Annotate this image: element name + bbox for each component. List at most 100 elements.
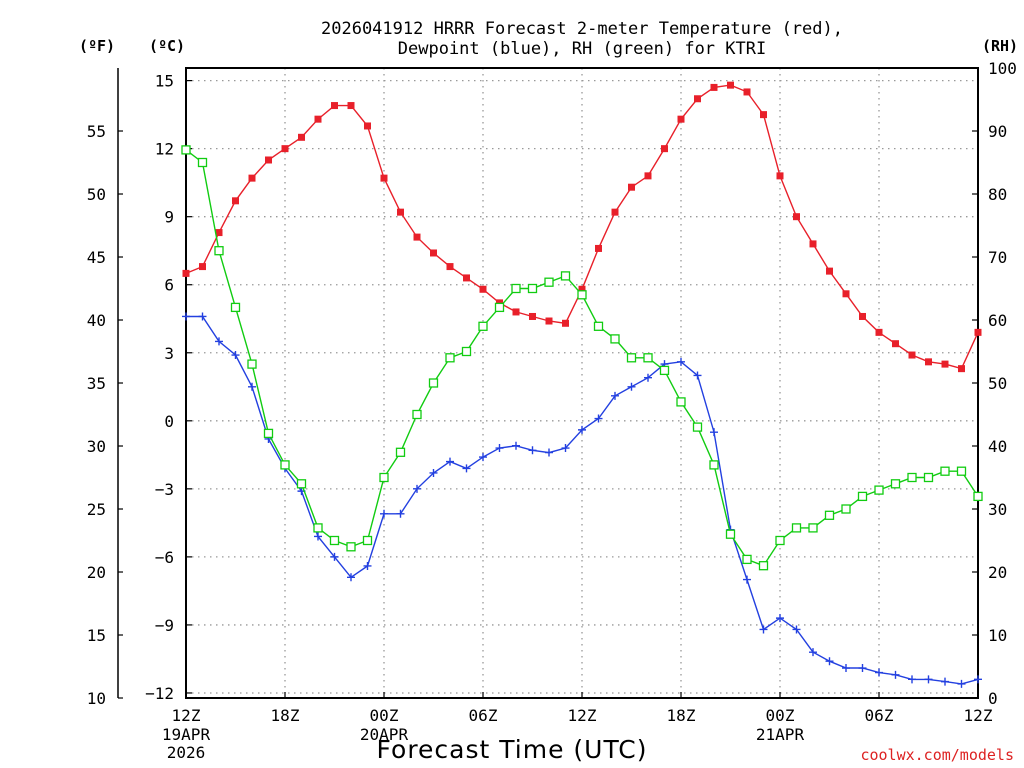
rh-point — [940, 466, 950, 476]
temperature-point — [446, 263, 454, 271]
temperature-point — [364, 122, 371, 130]
dewpoint-point — [594, 414, 603, 423]
temperature-point — [182, 269, 190, 277]
celsius-tick-label: −12 — [145, 684, 174, 703]
temperature-point — [974, 328, 982, 336]
rh-point — [247, 359, 257, 369]
fahrenheit-tick-label: 10 — [87, 689, 106, 708]
celsius-tick-label: −6 — [155, 548, 174, 567]
dewpoint-point — [347, 573, 355, 582]
rh-tick-label: 20 — [988, 563, 1007, 582]
rh-point — [395, 447, 406, 457]
dewpoint-point — [693, 371, 702, 380]
fahrenheit-tick-label: 25 — [87, 500, 106, 519]
temperature-point — [232, 197, 239, 205]
temperature-point — [314, 115, 322, 123]
rh-tick-label: 30 — [988, 500, 1007, 519]
dewpoint-point — [198, 312, 207, 321]
dewpoint-point — [528, 446, 537, 455]
temperature-point — [347, 102, 355, 110]
rh-point — [494, 302, 505, 313]
credit-link[interactable]: coolwx.com/models — [860, 746, 1014, 764]
dewpoint-point — [363, 561, 372, 570]
x-tick-label: 00Z — [370, 706, 399, 725]
fahrenheit-tick-label: 15 — [87, 626, 106, 645]
temperature-point — [661, 145, 668, 153]
dewpoint-point — [776, 614, 784, 623]
x-tick-label: 12Z — [964, 706, 993, 725]
rh-point — [313, 523, 323, 533]
dewpoint-point — [231, 351, 240, 360]
rh-point — [263, 428, 274, 439]
temperature-point — [595, 244, 602, 252]
dewpoint-point — [396, 509, 405, 518]
fahrenheit-tick-label: 45 — [87, 248, 106, 267]
x-tick-label: 18Z — [667, 706, 696, 725]
rh-point — [973, 491, 983, 502]
dewpoint-point — [941, 677, 949, 686]
temperature-point — [215, 229, 223, 237]
series-2 — [181, 145, 983, 571]
temperature-point — [694, 95, 701, 103]
temperature-point — [479, 285, 487, 293]
rh-point — [346, 542, 356, 552]
dewpoint-point — [875, 668, 883, 677]
x-tick-date: 19APR — [162, 725, 211, 744]
temperature-point — [842, 290, 850, 298]
rh-tick-label: 40 — [988, 437, 1007, 456]
rh-point — [791, 523, 802, 533]
temperature-point — [380, 174, 388, 182]
temperature-point — [826, 267, 833, 275]
temperature-point — [265, 156, 272, 164]
x-tick-label: 00Z — [766, 706, 795, 725]
fahrenheit-tick-label: 55 — [87, 122, 106, 141]
dewpoint-point — [974, 675, 982, 684]
rh-tick-label: 70 — [988, 248, 1007, 267]
rh-point — [857, 491, 868, 502]
temperature-point — [760, 111, 767, 119]
celsius-tick-label: 9 — [164, 208, 174, 227]
x-tick-label: 18Z — [271, 706, 300, 725]
dewpoint-point — [809, 648, 817, 657]
rh-point — [577, 290, 587, 300]
dewpoint-point — [842, 664, 850, 673]
temperature-point — [809, 240, 817, 248]
dewpoint-point — [413, 484, 421, 493]
dewpoint-point — [924, 675, 933, 684]
rh-point — [461, 346, 472, 357]
rh-tick-label: 80 — [988, 185, 1007, 204]
series-1 — [182, 312, 982, 688]
temperature-point — [793, 213, 800, 221]
celsius-tick-label: 6 — [164, 276, 174, 295]
dewpoint-point — [611, 391, 619, 400]
dewpoint-point — [578, 425, 586, 434]
rh-point — [890, 479, 901, 489]
dewpoint-point — [479, 453, 487, 462]
rh-point — [824, 510, 835, 520]
dewpoint-point — [429, 468, 438, 477]
data-series — [181, 81, 983, 688]
rh-tick-label: 60 — [988, 311, 1007, 330]
celsius-tick-label: −3 — [155, 480, 174, 499]
celsius-tick-label: 0 — [164, 412, 174, 431]
temperature-point — [463, 274, 470, 282]
temperature-point — [958, 365, 965, 373]
rh-point — [923, 472, 934, 483]
x-axis-label: Forecast Time (UTC) — [377, 735, 648, 764]
temperature-point — [545, 317, 553, 325]
rh-point — [626, 353, 637, 363]
rh-tick-label: 100 — [988, 59, 1017, 78]
temperature-point — [199, 263, 206, 271]
dewpoint-point — [462, 464, 471, 473]
temperature-point — [727, 81, 734, 89]
temperature-point — [743, 88, 751, 96]
temperature-point — [925, 358, 932, 366]
temperature-point — [430, 249, 437, 257]
rh-point — [643, 353, 653, 363]
rh-tick-label: 10 — [988, 626, 1007, 645]
temperature-point — [578, 285, 586, 293]
x-tick-label: 06Z — [469, 706, 498, 725]
temperature-point — [941, 360, 949, 368]
dewpoint-point — [908, 675, 916, 684]
dewpoint-point — [710, 428, 718, 437]
